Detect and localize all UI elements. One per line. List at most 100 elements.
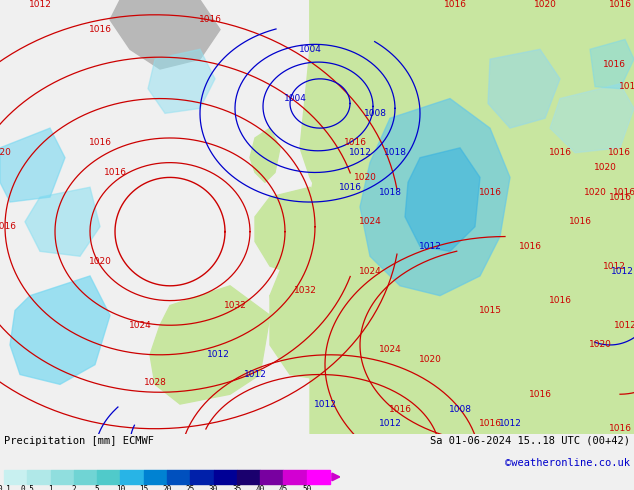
Text: 0.1: 0.1 xyxy=(0,485,11,490)
Text: 1016: 1016 xyxy=(519,242,541,251)
Text: 50: 50 xyxy=(302,485,311,490)
Text: Precipitation [mm] ECMWF: Precipitation [mm] ECMWF xyxy=(4,436,154,446)
Polygon shape xyxy=(405,148,480,251)
Text: 1016: 1016 xyxy=(609,193,631,201)
Text: 1016: 1016 xyxy=(339,183,361,192)
Text: 1012: 1012 xyxy=(602,262,625,270)
Text: 1020: 1020 xyxy=(354,173,377,182)
Text: 40: 40 xyxy=(256,485,265,490)
Text: 1020: 1020 xyxy=(588,341,611,349)
Bar xyxy=(307,470,330,484)
Bar xyxy=(214,470,237,484)
Bar xyxy=(4,470,27,484)
Polygon shape xyxy=(150,286,270,404)
Text: 1012: 1012 xyxy=(611,267,633,275)
Text: 1012: 1012 xyxy=(378,419,401,428)
Text: 1016: 1016 xyxy=(548,296,571,305)
Text: 10: 10 xyxy=(116,485,125,490)
Text: 30: 30 xyxy=(209,485,218,490)
Polygon shape xyxy=(110,0,220,69)
Text: 1012: 1012 xyxy=(29,0,51,9)
Text: 1020: 1020 xyxy=(0,148,11,157)
Text: 1018: 1018 xyxy=(378,188,401,196)
Bar xyxy=(74,470,97,484)
Text: 1016: 1016 xyxy=(607,148,630,157)
Text: 1016: 1016 xyxy=(612,188,634,196)
Bar xyxy=(51,470,74,484)
Polygon shape xyxy=(550,84,634,153)
Text: 1016: 1016 xyxy=(0,222,16,231)
Text: 1016: 1016 xyxy=(609,0,631,9)
Text: 2: 2 xyxy=(72,485,76,490)
Text: 1012: 1012 xyxy=(207,350,230,359)
Text: 1024: 1024 xyxy=(359,267,382,275)
Bar xyxy=(144,470,167,484)
Polygon shape xyxy=(25,187,100,256)
Polygon shape xyxy=(270,0,634,434)
Text: 1: 1 xyxy=(48,485,53,490)
Polygon shape xyxy=(148,49,215,113)
Polygon shape xyxy=(255,187,340,276)
Text: 1016: 1016 xyxy=(103,168,127,177)
Text: 1024: 1024 xyxy=(129,321,152,330)
Text: 35: 35 xyxy=(232,485,242,490)
Text: 1024: 1024 xyxy=(359,217,382,226)
Text: 1012: 1012 xyxy=(418,242,441,251)
Polygon shape xyxy=(0,128,65,202)
Text: 1024: 1024 xyxy=(378,345,401,354)
Text: 1016: 1016 xyxy=(479,188,501,196)
Text: 25: 25 xyxy=(186,485,195,490)
Polygon shape xyxy=(300,0,450,197)
Text: 1018: 1018 xyxy=(384,148,406,157)
Bar xyxy=(260,470,283,484)
Polygon shape xyxy=(360,98,510,295)
Text: 1020: 1020 xyxy=(418,355,441,364)
Bar xyxy=(120,470,144,484)
Text: 1016: 1016 xyxy=(609,424,631,433)
Text: 1004: 1004 xyxy=(283,94,306,103)
Text: 1004: 1004 xyxy=(299,45,321,54)
Text: 1016: 1016 xyxy=(389,405,411,414)
Text: 1012: 1012 xyxy=(349,148,372,157)
Text: 1012: 1012 xyxy=(314,399,337,409)
Polygon shape xyxy=(488,49,560,128)
Text: 1008: 1008 xyxy=(448,405,472,414)
Text: 1016: 1016 xyxy=(444,0,467,9)
Text: 1028: 1028 xyxy=(143,378,167,387)
Text: 1016: 1016 xyxy=(89,25,112,34)
Text: 1012: 1012 xyxy=(614,321,634,330)
Text: 1020: 1020 xyxy=(534,0,557,9)
Text: 1016: 1016 xyxy=(619,82,634,91)
Text: ©weatheronline.co.uk: ©weatheronline.co.uk xyxy=(505,458,630,468)
Text: 1016: 1016 xyxy=(198,15,221,24)
Text: 1020: 1020 xyxy=(89,257,112,266)
Text: 1016: 1016 xyxy=(89,138,112,147)
Text: 0.5: 0.5 xyxy=(20,485,34,490)
Text: 1015: 1015 xyxy=(479,306,501,315)
Text: 1012: 1012 xyxy=(243,370,266,379)
Text: 1032: 1032 xyxy=(294,286,316,295)
Polygon shape xyxy=(10,276,110,384)
Text: 45: 45 xyxy=(279,485,288,490)
Text: 1012: 1012 xyxy=(498,419,521,428)
Text: 1016: 1016 xyxy=(529,390,552,399)
Text: 1008: 1008 xyxy=(363,109,387,118)
Text: 5: 5 xyxy=(95,485,100,490)
Text: 1016: 1016 xyxy=(548,148,571,157)
Bar xyxy=(190,470,214,484)
Bar xyxy=(237,470,260,484)
Bar xyxy=(97,470,120,484)
Polygon shape xyxy=(590,39,634,89)
Polygon shape xyxy=(445,0,634,384)
Text: 1016: 1016 xyxy=(569,217,592,226)
Text: 1020: 1020 xyxy=(593,163,616,172)
Text: 1020: 1020 xyxy=(583,188,607,196)
Text: Sa 01-06-2024 15..18 UTC (00+42): Sa 01-06-2024 15..18 UTC (00+42) xyxy=(430,436,630,446)
Bar xyxy=(27,470,51,484)
Text: 1016: 1016 xyxy=(479,419,501,428)
Text: 1016: 1016 xyxy=(602,60,626,69)
Polygon shape xyxy=(250,128,280,182)
Bar xyxy=(167,470,190,484)
Polygon shape xyxy=(270,286,450,384)
Text: 1016: 1016 xyxy=(344,138,366,147)
